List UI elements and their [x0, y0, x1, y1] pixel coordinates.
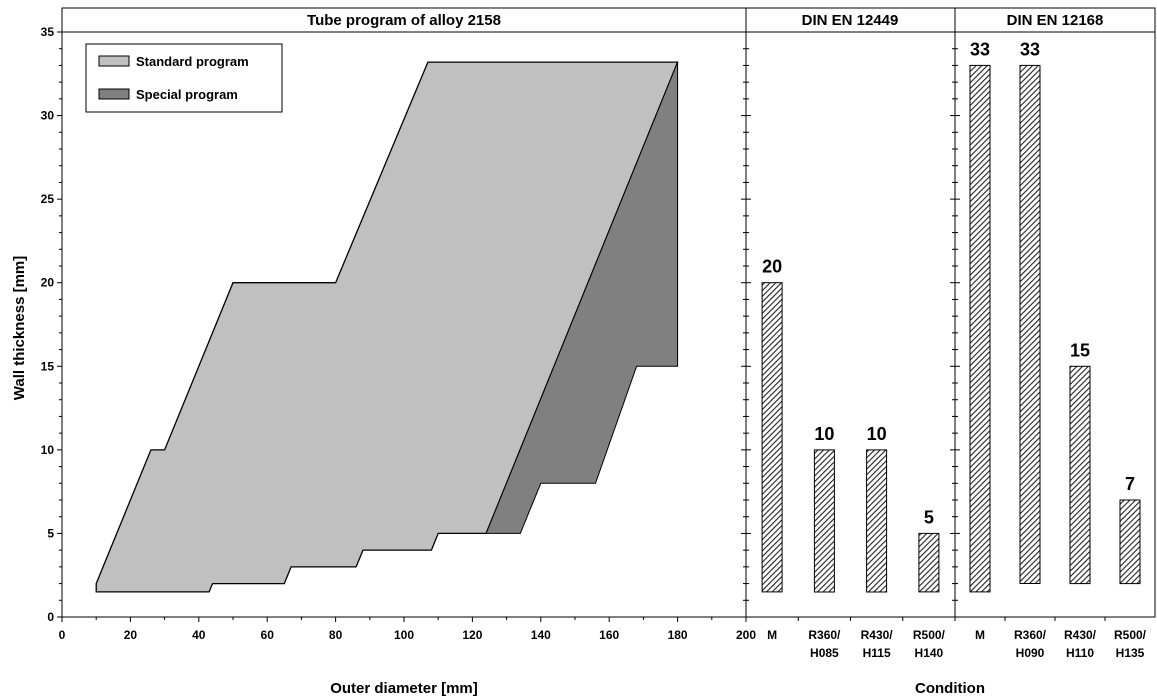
bar-value-label-din12168-1: 33: [1020, 39, 1040, 59]
x-tick-label: 140: [531, 628, 551, 642]
category-label-din12449-2: H115: [863, 646, 891, 660]
bar-value-label-din12168-0: 33: [970, 39, 990, 59]
category-label-din12168-3: H135: [1116, 646, 1145, 660]
category-label-din12449-1: H085: [810, 646, 839, 660]
category-label-din12449-0: M: [767, 628, 777, 642]
legend-label-standard: Standard program: [136, 54, 249, 69]
y-tick-label: 5: [47, 526, 54, 540]
bar-din12168-3: [1119, 499, 1141, 585]
category-label-din12168-0: M: [975, 628, 985, 642]
x-tick-label: 20: [124, 628, 138, 642]
y-axis-title: Wall thickness [mm]: [11, 256, 28, 400]
chart-frame: [61, 7, 1156, 618]
category-label-din12449-1: R360/: [808, 628, 841, 642]
x-tick-label: 80: [329, 628, 343, 642]
bar-plots: 20 M 10 R360/H085 10 R430/H115 5 R500/H140 33 M 33…: [761, 39, 1147, 660]
bar-value-label-din12449-3: 5: [924, 507, 934, 527]
legend: Standard program Special program: [85, 43, 283, 113]
category-label-din12168-1: H090: [1016, 646, 1045, 660]
x-axis-title: Outer diameter [mm]: [330, 680, 478, 697]
area-series-special: [485, 61, 679, 534]
axes: 0 5 10 15 20 25 30 35 0 20 40 60 80 100 120 140 160 180 20…: [41, 25, 1106, 642]
x-tick-label: 120: [462, 628, 482, 642]
legend-label-special: Special program: [136, 87, 238, 102]
x-tick-label: 160: [599, 628, 619, 642]
category-label-din12168-3: R500/: [1114, 628, 1147, 642]
panel-title-tube-program: Tube program of alloy 2158: [307, 12, 501, 29]
category-label-din12168-2: H110: [1066, 646, 1094, 660]
y-tick-label: 0: [47, 610, 54, 624]
bar-din12449-1: [813, 449, 835, 593]
bar-value-label-din12168-3: 7: [1125, 474, 1135, 494]
category-label-din12449-3: H140: [915, 646, 944, 660]
category-label-din12449-3: R500/: [913, 628, 946, 642]
x-tick-label: 200: [736, 628, 756, 642]
panel-title-din-12449: DIN EN 12449: [802, 12, 899, 29]
bar-din12168-0: [969, 64, 991, 593]
y-tick-label: 35: [41, 25, 55, 39]
legend-swatch-special: [98, 88, 130, 100]
x-tick-label: 180: [668, 628, 688, 642]
x-tick-label: 0: [59, 628, 66, 642]
bar-din12449-0: [761, 282, 783, 593]
y-tick-label: 20: [41, 276, 55, 290]
y-tick-label: 25: [41, 192, 55, 206]
bar-din12449-3: [918, 532, 940, 593]
panel-title-din-12168: DIN EN 12168: [1007, 12, 1104, 29]
legend-swatch-standard: [98, 55, 130, 67]
y-tick-label: 15: [41, 359, 55, 373]
bar-din12168-2: [1069, 365, 1091, 585]
bar-value-label-din12449-1: 10: [814, 424, 834, 444]
category-label-din12168-2: R430/: [1064, 628, 1097, 642]
bar-value-label-din12449-0: 20: [762, 257, 782, 277]
category-label-din12168-1: R360/: [1014, 628, 1047, 642]
bar-din12449-2: [866, 449, 888, 593]
legend-box: [85, 43, 283, 113]
x-tick-label: 40: [192, 628, 206, 642]
category-label-din12449-2: R430/: [861, 628, 894, 642]
y-tick-label: 30: [41, 109, 55, 123]
bar-value-label-din12168-2: 15: [1070, 340, 1090, 360]
x-tick-label: 100: [394, 628, 414, 642]
bar-din12168-1: [1019, 64, 1041, 584]
area-plot: [95, 61, 679, 593]
bar-value-label-din12449-2: 10: [867, 424, 887, 444]
x-tick-label: 60: [261, 628, 275, 642]
x2-axis-title: Condition: [915, 680, 985, 697]
y-tick-label: 10: [41, 443, 55, 457]
area-series-standard: [95, 61, 679, 593]
